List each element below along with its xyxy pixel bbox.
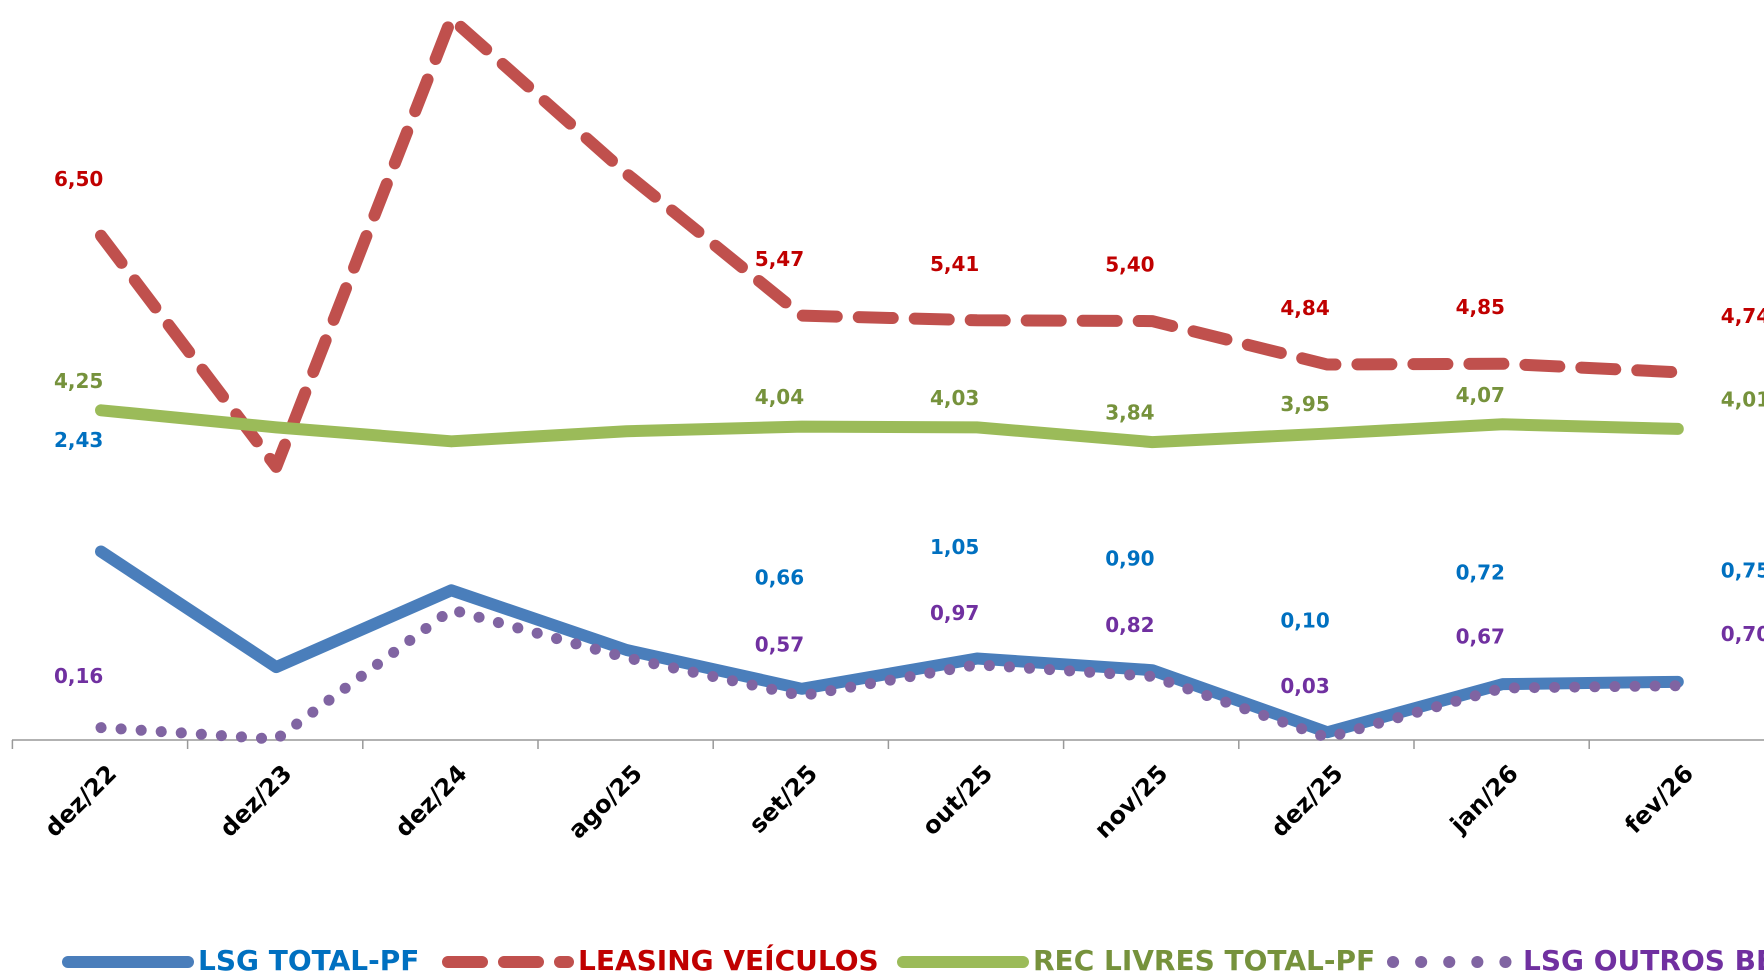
x-tick-label: jan/26 (1444, 759, 1524, 839)
x-tick-label: fev/26 (1619, 759, 1699, 839)
data-label: 2,43 (54, 428, 103, 452)
data-label: 4,25 (54, 369, 103, 393)
data-label: 0,82 (1105, 613, 1154, 637)
data-label: 4,84 (1280, 296, 1329, 320)
legend-label: LSG OUTROS BENS (1523, 944, 1764, 976)
x-tick-label: set/25 (744, 759, 823, 838)
data-label: 0,67 (1456, 625, 1505, 649)
x-tick-label: dez/23 (214, 759, 297, 842)
x-tick-label: ago/25 (563, 759, 648, 844)
series-line (95, 12, 1684, 473)
data-label: 0,70 (1721, 622, 1764, 646)
legend-label: LEASING VEÍCULOS (578, 943, 879, 976)
x-tick-label: dez/25 (1265, 759, 1348, 842)
data-label: 0,57 (755, 632, 804, 656)
legend-label: LSG TOTAL-PF (198, 944, 419, 976)
data-label: 0,90 (1105, 547, 1154, 571)
data-label: 3,84 (1105, 401, 1154, 425)
x-tick-label: out/25 (917, 759, 998, 840)
data-label: 3,95 (1280, 392, 1329, 416)
x-tick-label: dez/22 (39, 759, 122, 842)
data-label: 0,10 (1280, 609, 1329, 633)
data-label: 0,66 (755, 565, 804, 589)
data-label: 4,74 (1721, 304, 1764, 328)
data-label: 5,40 (1105, 253, 1154, 277)
legend-label: REC LIVRES TOTAL-PF (1033, 944, 1375, 976)
data-label: 0,97 (930, 601, 979, 625)
data-label: 4,04 (755, 385, 804, 409)
data-label: 4,01 (1721, 387, 1764, 411)
data-label: 0,16 (54, 664, 103, 688)
series-line (95, 604, 1684, 745)
data-label: 0,03 (1280, 674, 1329, 698)
data-label: 5,41 (930, 252, 979, 276)
data-label: 4,03 (930, 386, 979, 410)
data-label: 6,50 (54, 167, 103, 191)
data-label: 0,75 (1721, 558, 1764, 582)
series-line (95, 404, 1684, 449)
x-tick-label: dez/24 (389, 759, 472, 842)
x-tick-label: nov/25 (1089, 759, 1173, 843)
data-label: 0,72 (1456, 561, 1505, 585)
data-label: 4,07 (1456, 383, 1505, 407)
data-label: 4,85 (1456, 295, 1505, 319)
data-label: 1,05 (930, 535, 979, 559)
data-label: 5,47 (755, 247, 804, 271)
